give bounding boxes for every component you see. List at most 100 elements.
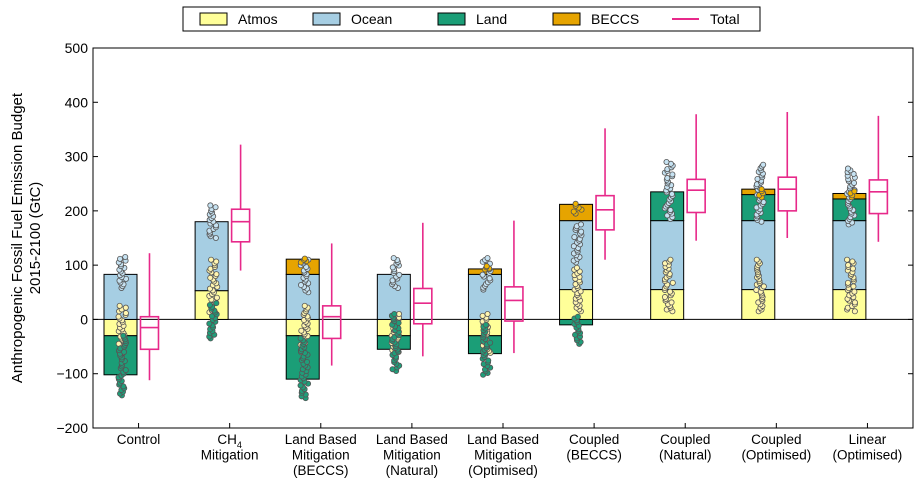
atmos-point (849, 258, 856, 265)
x-tick-label: (BECCS) (566, 448, 622, 463)
ocean-point (389, 264, 396, 271)
ocean-point (844, 165, 851, 172)
land-point (572, 331, 579, 338)
ocean-point (122, 253, 129, 260)
atmos-point (668, 299, 675, 306)
land-point (120, 332, 127, 339)
x-tick-label: (Optimised) (833, 448, 903, 463)
atmos-point (116, 302, 123, 309)
ocean-point (297, 282, 304, 289)
atmos-point (213, 294, 220, 301)
legend-label: BECCS (591, 11, 639, 27)
atmos-point (669, 279, 676, 286)
legend-swatch (312, 12, 341, 26)
ocean-point (212, 204, 219, 211)
land-point (482, 321, 489, 328)
ocean-point (669, 171, 676, 178)
land-point (206, 320, 213, 327)
total-box (868, 179, 889, 215)
x-tick-label: Coupled (660, 432, 710, 447)
atmos-point (760, 283, 767, 290)
ocean-point (479, 271, 486, 278)
ocean-point (850, 170, 857, 177)
x-tick-label: Land Based (376, 432, 448, 447)
ocean-point (578, 228, 585, 235)
atmos-point (573, 264, 580, 271)
y-tick-label: 500 (65, 40, 89, 56)
beccs-point (572, 200, 579, 207)
beccs-point (483, 263, 490, 270)
land-point (206, 301, 213, 308)
atmos-point (207, 274, 214, 281)
legend-swatch (199, 12, 228, 26)
y-tick-label: 400 (65, 94, 89, 110)
x-tick-label: Coupled (569, 432, 619, 447)
ocean-bar (832, 220, 867, 291)
total-box (321, 305, 342, 340)
ocean-point (668, 191, 675, 198)
x-tick-label: Mitigation (474, 448, 532, 463)
y-tick-label: −100 (56, 366, 88, 382)
total-box (595, 194, 615, 231)
total-box (504, 286, 524, 322)
atmos-point (667, 256, 674, 263)
atmos-point (845, 262, 852, 269)
atmos-point (301, 302, 308, 309)
x-tick-label: Land Based (467, 432, 539, 447)
x-tick-label: Land Based (285, 432, 357, 447)
atmos-point (667, 288, 674, 295)
x-tick-label: (Optimised) (741, 448, 811, 463)
land-point (304, 358, 311, 365)
land-point (487, 339, 494, 346)
ocean-point (212, 234, 219, 241)
x-tick-label: (Natural) (386, 463, 439, 478)
legend-swatch (552, 12, 581, 26)
y-tick-label: 200 (65, 203, 89, 219)
land-point (574, 313, 581, 320)
ocean-point (760, 161, 767, 168)
atmos-point (213, 271, 220, 278)
x-tick-label: Coupled (751, 432, 801, 447)
x-tick-label: Linear (849, 432, 887, 447)
y-axis-label: Anthropogenic Fossil Fuel Emission Budge… (9, 92, 26, 383)
x-tick-label: (BECCS) (293, 463, 349, 478)
land-point (485, 357, 492, 364)
ocean-point (486, 275, 493, 282)
ocean-point (667, 207, 674, 214)
legend: Atmos Ocean Land BECCS Total (182, 6, 761, 32)
ocean-point (851, 179, 858, 186)
ocean-point (570, 243, 577, 250)
ocean-point (207, 202, 214, 209)
x-tick-label: Mitigation (383, 448, 441, 463)
ocean-point (484, 255, 491, 262)
land-point (213, 300, 220, 307)
y-tick-label: 0 (80, 311, 88, 327)
ocean-point (577, 221, 584, 228)
atmos-point (115, 313, 122, 320)
ocean-point (396, 271, 403, 278)
beccs-point (758, 186, 765, 193)
ocean-point (117, 255, 124, 262)
beccs-point (570, 208, 577, 215)
total-box (139, 315, 160, 351)
legend-label: Ocean (351, 11, 392, 27)
x-tick-label: Mitigation (292, 448, 350, 463)
atmos-point (850, 283, 857, 290)
atmos-point (851, 299, 858, 306)
y-axis-label-line2: 2015-2100 (GtC) (27, 182, 44, 295)
x-tick-label: CH4 (217, 432, 242, 450)
y-tick-label: 300 (65, 149, 89, 165)
total-box (686, 178, 706, 214)
atmos-point (851, 288, 858, 295)
total-box (413, 287, 433, 325)
x-tick-label: (Natural) (659, 448, 712, 463)
y-tick-label: −200 (56, 420, 88, 436)
legend-label: Atmos (238, 11, 278, 27)
atmos-point (753, 286, 760, 293)
atmos-point (298, 327, 305, 334)
land-point (297, 335, 304, 342)
ocean-point (664, 175, 671, 182)
beccs-point (301, 255, 308, 262)
